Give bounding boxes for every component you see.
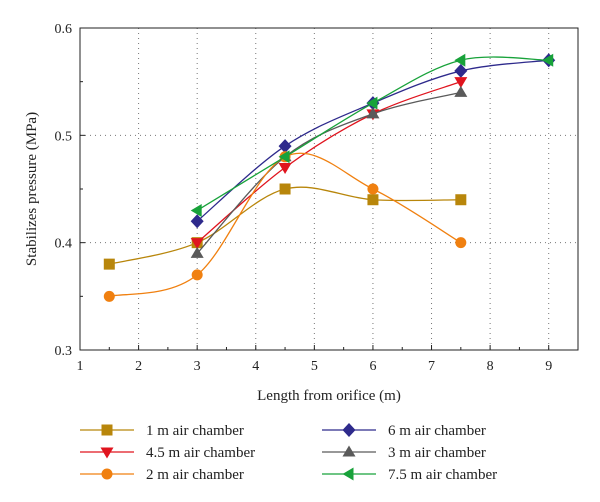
data-point [191, 269, 203, 281]
data-point [454, 77, 468, 89]
legend-marker [342, 423, 356, 437]
legend-item-4-5-m-air-chamber: 4.5 m air chamber [80, 445, 255, 461]
series-7-5-m-air-chamber [190, 53, 554, 217]
data-point [278, 150, 290, 164]
data-point [103, 290, 115, 302]
grid [80, 28, 578, 350]
data-point [455, 194, 467, 206]
x-tick-label: 6 [369, 359, 376, 374]
y-tick-label: 0.4 [55, 237, 73, 252]
x-tick-label: 8 [487, 359, 494, 374]
data-point [454, 63, 468, 78]
legend-item-2-m-air-chamber: 2 m air chamber [80, 467, 244, 483]
y-tick-label: 0.3 [55, 344, 73, 359]
ticks: 1 2 3 4 5 6 7 8 9 0.3 0.4 0.5 0.6 [55, 22, 553, 374]
data-point [367, 183, 379, 195]
x-tick-label: 4 [252, 359, 259, 374]
data-point [279, 183, 291, 195]
legend-item-7-5-m-air-chamber: 7.5 m air chamber [322, 467, 497, 483]
x-tick-label: 1 [77, 359, 84, 374]
legend-item-6-m-air-chamber: 6 m air chamber [322, 423, 486, 439]
data-point [454, 85, 468, 97]
legend-marker [101, 468, 113, 480]
series-layer [103, 53, 556, 302]
legend: 1 m air chamber 6 m air chamber 4.5 m air … [80, 423, 497, 483]
legend-marker [101, 424, 113, 436]
y-axis-title: Stabilizes pressure (MPa) [24, 112, 40, 266]
legend-label: 1 m air chamber [146, 423, 244, 439]
data-point [278, 139, 292, 154]
y-tick-label: 0.6 [55, 22, 73, 37]
y-tick-label: 0.5 [55, 129, 73, 144]
plot-frame [79, 27, 579, 351]
legend-marker [342, 467, 354, 481]
series-3-m-air-chamber [190, 85, 468, 258]
data-point [190, 203, 202, 217]
legend-item-1-m-air-chamber: 1 m air chamber [80, 423, 244, 439]
x-tick-label: 5 [311, 359, 318, 374]
legend-label: 7.5 m air chamber [388, 467, 497, 483]
legend-label: 3 m air chamber [388, 445, 486, 461]
data-point [190, 238, 204, 250]
x-axis-title: Length from orifice (m) [257, 388, 401, 404]
data-point [454, 53, 466, 67]
data-point [366, 107, 380, 119]
x-tick-label: 3 [194, 359, 201, 374]
legend-label: 6 m air chamber [388, 423, 486, 439]
legend-item-3-m-air-chamber: 3 m air chamber [322, 445, 486, 461]
legend-marker [100, 447, 114, 459]
series-1-m-air-chamber [103, 183, 467, 270]
series-4-5-m-air-chamber [190, 77, 468, 250]
data-point [190, 246, 204, 258]
data-point [190, 214, 204, 229]
x-tick-label: 7 [428, 359, 435, 374]
series-line [196, 91, 461, 254]
data-point [542, 53, 554, 67]
series-line [109, 186, 461, 265]
legend-label: 2 m air chamber [146, 467, 244, 483]
x-tick-label: 2 [135, 359, 142, 374]
x-tick-label: 9 [545, 359, 552, 374]
data-point [367, 194, 379, 206]
data-point [366, 96, 378, 110]
series-line [109, 152, 462, 297]
data-point [278, 163, 292, 175]
legend-label: 4.5 m air chamber [146, 445, 255, 461]
data-point [455, 237, 467, 249]
legend-marker [342, 445, 356, 457]
data-point [103, 258, 115, 270]
